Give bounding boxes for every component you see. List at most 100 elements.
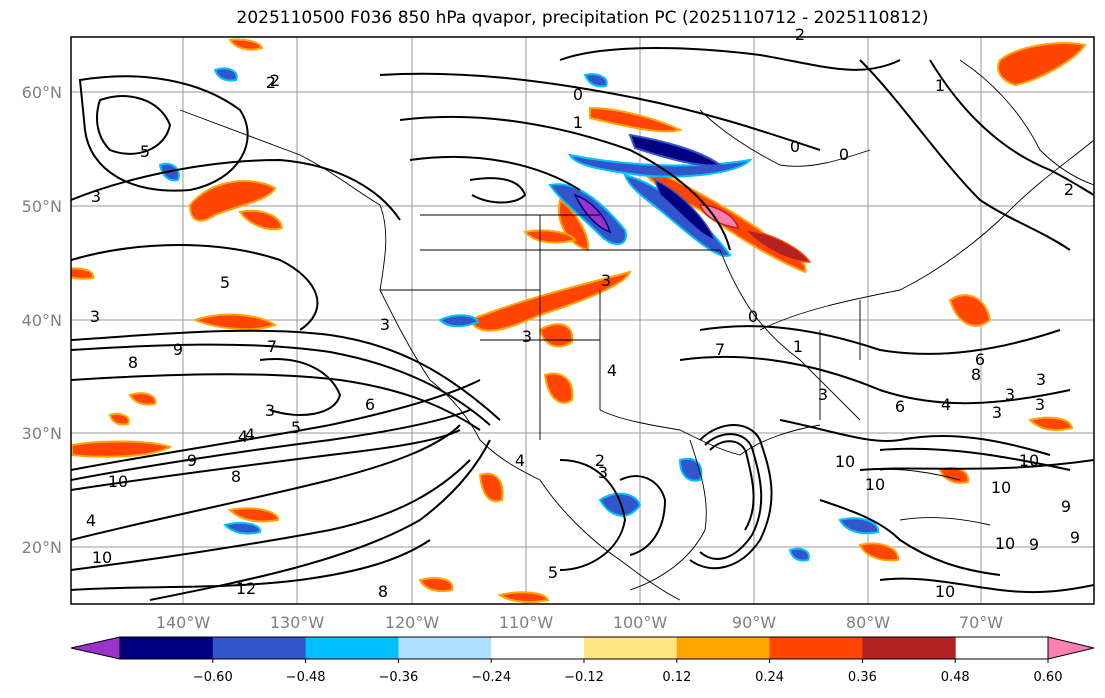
contour-label: 10 <box>92 548 112 567</box>
colorbar-segment <box>769 637 863 659</box>
contour-label: 1 <box>935 76 945 95</box>
contour-label: 7 <box>715 340 725 359</box>
contour-label: 2 <box>270 71 280 90</box>
colorbar-segment <box>120 637 214 659</box>
contour-label: 3 <box>992 403 1002 422</box>
colorbar-segment <box>862 637 956 659</box>
contour-label: 4 <box>86 511 96 530</box>
colorbar-tick-label: −0.60 <box>193 670 233 685</box>
contour-label: 5 <box>548 563 558 582</box>
colorbar-segment <box>584 637 678 659</box>
contour-label: 8 <box>971 365 981 384</box>
contour-label: 0 <box>748 307 758 326</box>
contour-label: 6 <box>365 395 375 414</box>
graticule <box>71 37 1094 604</box>
contour-label: 3 <box>265 401 275 420</box>
contour-label: 2 <box>1064 180 1074 199</box>
contour-label: 3 <box>598 463 608 482</box>
contour-label: 3 <box>90 307 100 326</box>
longitude-label: 80°W <box>846 613 890 632</box>
longitude-label: 110°W <box>499 613 554 632</box>
longitude-label: 120°W <box>385 613 440 632</box>
contour-label: 3 <box>380 315 390 334</box>
contour-label: 7 <box>267 337 277 356</box>
longitude-labels: 140°W 130°W 120°W 110°W 100°W 90°W 80°W 70°W <box>156 613 1003 632</box>
contour-label: 4 <box>515 451 525 470</box>
contour-label: 1 <box>573 113 583 132</box>
contour-label: 9 <box>187 451 197 470</box>
colorbar-tick-label: −0.24 <box>471 670 511 685</box>
contour-label: 10 <box>1019 451 1039 470</box>
contour-label: 6 <box>975 350 985 369</box>
figure-title: 2025110500 F036 850 hPa qvapor, precipit… <box>236 8 929 28</box>
contour-label: 3 <box>1036 370 1046 389</box>
negative-precip-areas <box>158 67 880 562</box>
colorbar-segment <box>676 637 771 659</box>
colorbar-tick-label: 0.60 <box>1034 670 1063 685</box>
colorbar-extend-high <box>1047 636 1095 660</box>
contour-label: 10 <box>991 478 1011 497</box>
colorbar-tick-label: −0.36 <box>378 670 418 685</box>
qvapor-contours <box>71 47 1094 601</box>
contour-label: 10 <box>935 582 955 601</box>
colorbar-tick-label: −0.48 <box>286 670 326 685</box>
colorbar-tick-label: 0.24 <box>755 670 784 685</box>
coastlines-borders <box>179 59 1094 601</box>
contour-label: 8 <box>128 353 138 372</box>
contour-label: 5 <box>140 142 150 161</box>
contour-label: 0 <box>573 85 583 104</box>
contour-label: 9 <box>1029 535 1039 554</box>
colorbar-tick-label: −0.12 <box>564 670 604 685</box>
colorbar-tick-label: 0.48 <box>941 670 970 685</box>
contour-label: 2 <box>795 25 805 44</box>
contour-label: 4 <box>941 395 951 414</box>
contour-label: 5 <box>291 418 301 437</box>
colorbar <box>70 636 1095 660</box>
contour-label: 9 <box>1061 497 1071 516</box>
contour-label: 3 <box>818 385 828 404</box>
colorbar-segment <box>491 637 585 659</box>
colorbar-segment <box>305 637 399 659</box>
colorbar-extend-low <box>70 636 121 660</box>
latitude-label: 30°N <box>22 424 62 443</box>
map-border <box>70 36 1095 605</box>
contour-label: 3 <box>522 327 532 346</box>
contour-label: 6 <box>895 397 905 416</box>
longitude-label: 70°W <box>959 613 1003 632</box>
longitude-label: 140°W <box>156 613 211 632</box>
colorbar-segment <box>212 637 307 659</box>
longitude-label: 90°W <box>732 613 776 632</box>
contour-label: 2 <box>595 451 605 470</box>
colorbar-tick-label: 0.12 <box>662 670 691 685</box>
contour-label: 9 <box>173 340 183 359</box>
contour-label: 8 <box>231 467 241 486</box>
contour-label: 4 <box>238 427 248 446</box>
colorbar-segment <box>398 637 492 659</box>
contour-label: 5 <box>220 273 230 292</box>
contour-label: 4 <box>607 361 617 380</box>
contour-label: 3 <box>91 187 101 206</box>
colorbar-ticks: −0.60 −0.48 −0.36 −0.24 −0.12 0.12 0.24 0.36 0.4… <box>193 659 1063 685</box>
contour-label: 10 <box>108 472 128 491</box>
contour-label: 9 <box>1070 528 1080 547</box>
contour-label: 10 <box>865 475 885 494</box>
contour-label: 4 <box>245 425 255 444</box>
longitude-label: 100°W <box>613 613 668 632</box>
contour-label: 12 <box>236 579 256 598</box>
contour-label: 0 <box>839 145 849 164</box>
latitude-labels: 60°N 50°N 40°N 30°N 20°N <box>22 83 62 557</box>
longitude-label: 130°W <box>270 613 325 632</box>
contour-label: 10 <box>835 452 855 471</box>
contour-label: 0 <box>790 137 800 156</box>
colorbar-tick-label: 0.36 <box>848 670 877 685</box>
contour-label: 8 <box>378 582 388 601</box>
contour-label: 10 <box>995 534 1015 553</box>
contour-label: 3 <box>1005 385 1015 404</box>
contour-label: 1 <box>793 337 803 356</box>
latitude-label: 20°N <box>22 538 62 557</box>
latitude-label: 40°N <box>22 311 62 330</box>
contour-label: 3 <box>601 271 611 290</box>
contour-label: 2 <box>266 73 276 92</box>
contour-label: 3 <box>1035 395 1045 414</box>
